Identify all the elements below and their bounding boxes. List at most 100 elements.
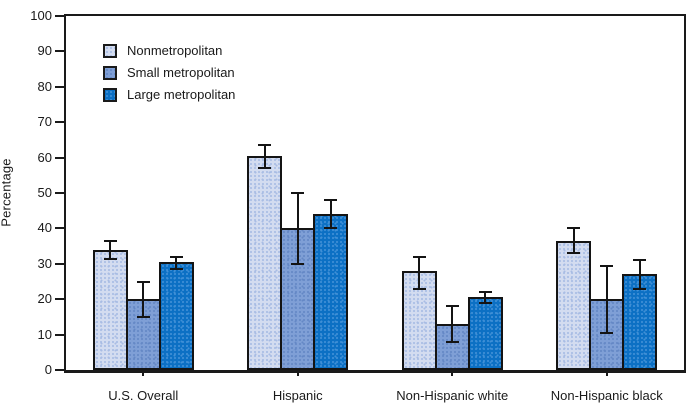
y-tick-mark (55, 50, 64, 53)
bar-slot (556, 16, 592, 370)
y-tick-mark (55, 156, 64, 159)
legend-swatch (103, 87, 117, 102)
y-tick-label: 10 (37, 326, 52, 342)
legend: Nonmetropolitan Small metropolitan Large m… (103, 43, 236, 110)
error-bar-cap-bottom (600, 331, 614, 334)
error-bar-cap-bottom (324, 227, 338, 230)
bar-group (530, 16, 685, 370)
bar-large-metropolitan (313, 214, 349, 370)
legend-item: Nonmetropolitan (103, 43, 235, 58)
legend-label: Nonmetropolitan (127, 43, 223, 58)
error-bar-cap-bottom (258, 167, 272, 170)
error-bar-line (484, 292, 487, 303)
error-bar-cap-top (412, 255, 426, 258)
error-bar-line (142, 281, 145, 317)
error-bar-line (451, 306, 454, 342)
bar-group (66, 16, 221, 370)
y-tick-label: 80 (37, 78, 52, 94)
bar-slot (401, 16, 437, 370)
bar-slot (313, 16, 349, 370)
x-tick-mark (296, 371, 299, 376)
x-tick-mark (142, 371, 145, 376)
bar-large-metropolitan (158, 262, 194, 370)
y-tick-label: 20 (37, 291, 52, 307)
x-category-label: Non-Hispanic white (396, 388, 509, 403)
legend-label: Large metropolitan (127, 87, 236, 102)
bar-slot (589, 16, 625, 370)
bar-group (375, 16, 530, 370)
legend-item: Large metropolitan (103, 87, 236, 102)
y-tick-mark (55, 298, 64, 301)
error-bar-cap-bottom (103, 257, 117, 260)
error-bar-cap-top (600, 264, 614, 267)
x-category-label: Non-Hispanic black (550, 388, 663, 403)
error-bar-line (329, 200, 332, 229)
y-tick-mark (55, 15, 64, 17)
error-bar-cap-bottom (412, 287, 426, 290)
error-bar-cap-top (445, 305, 459, 308)
bar-slot (280, 16, 316, 370)
y-tick-mark (55, 369, 64, 371)
legend-swatch (103, 43, 117, 58)
error-bar-line (263, 145, 266, 169)
x-category-label: U.S. Overall (108, 388, 179, 403)
y-tick-label: 40 (37, 220, 52, 236)
y-tick-label: 60 (37, 149, 52, 165)
bar-slot (158, 16, 194, 370)
y-tick-label: 30 (37, 255, 52, 271)
error-bar-cap-bottom (136, 315, 150, 318)
y-tick-label: 0 (44, 362, 52, 377)
error-bar-line (605, 265, 608, 333)
error-bar-cap-top (633, 259, 647, 262)
bar-slot (92, 16, 128, 370)
y-tick-mark (55, 227, 64, 230)
error-bar-cap-bottom (478, 301, 492, 304)
error-bar-cap-bottom (445, 340, 459, 343)
legend-label: Small metropolitan (127, 65, 235, 80)
error-bar-cap-top (567, 227, 581, 230)
bar-slot (434, 16, 470, 370)
y-tick-label: 90 (37, 43, 52, 59)
y-tick-mark (55, 85, 64, 88)
bar-slot (622, 16, 658, 370)
y-tick-label: 50 (37, 185, 52, 200)
error-bar-cap-top (103, 239, 117, 242)
error-bar-line (175, 256, 178, 270)
bar-group (221, 16, 376, 370)
bar-slot (125, 16, 161, 370)
y-tick-mark (55, 262, 64, 265)
error-bar-line (418, 256, 421, 289)
error-bar-cap-bottom (291, 262, 305, 265)
bar-groups (66, 16, 684, 370)
x-category-label: Hispanic (272, 388, 323, 403)
x-tick-mark (605, 371, 608, 376)
bar-slot (467, 16, 503, 370)
error-bar-line (109, 240, 112, 259)
x-tick-mark (451, 371, 454, 376)
y-tick-mark (55, 192, 64, 194)
bar-slot (247, 16, 283, 370)
bar-nonmetropolitan (92, 249, 128, 370)
error-bar-cap-bottom (567, 252, 581, 255)
bar-nonmetropolitan (556, 240, 592, 370)
error-bar-cap-top (169, 255, 183, 258)
bar-large-metropolitan (622, 274, 658, 370)
y-tick-mark (55, 333, 64, 336)
error-bar-cap-top (136, 280, 150, 283)
legend-swatch (103, 65, 117, 80)
error-bar-cap-bottom (633, 287, 647, 290)
plot-area: Nonmetropolitan Small metropolitan Large m… (64, 14, 686, 373)
error-bar-line (572, 228, 575, 254)
error-bar-cap-top (291, 192, 305, 194)
error-bar-cap-top (478, 291, 492, 294)
y-tick-label: 100 (30, 8, 52, 23)
bar-large-metropolitan (467, 297, 503, 370)
error-bar-cap-top (324, 199, 338, 202)
error-bar-line (638, 260, 641, 289)
y-tick-label: 70 (37, 114, 52, 130)
legend-item: Small metropolitan (103, 65, 235, 80)
error-bar-cap-top (258, 144, 272, 147)
error-bar-cap-bottom (169, 268, 183, 271)
y-tick-mark (55, 121, 64, 124)
